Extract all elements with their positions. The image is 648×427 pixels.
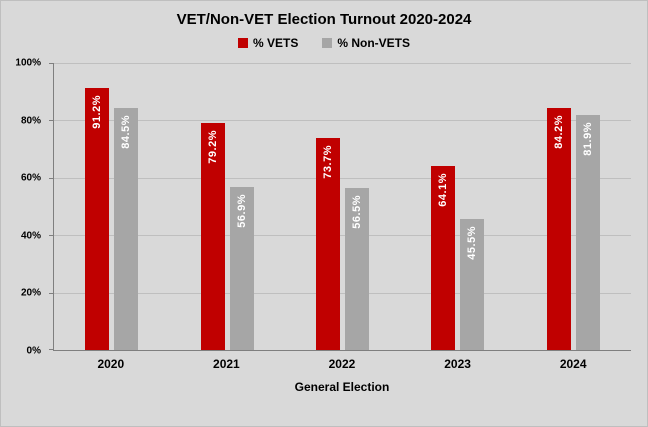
bar-value-label: 56.5% [350,194,363,229]
bar-2024-vets: 84.2% [546,108,571,350]
legend: % VETS % Non-VETS [1,36,647,50]
bar-2020-nonvets: 84.5% [114,107,139,350]
y-axis-labels: 0% 20% 40% 60% 80% 100% [1,58,47,357]
bar-group-2024: 84.2% 81.9% [516,63,631,350]
y-axis-tick-label: 0% [26,345,41,357]
legend-label-vets: % VETS [252,36,299,50]
bar-group-2022: 73.7% 56.5% [285,63,400,350]
legend-label-nonvets: % Non-VETS [337,36,411,50]
gridline [54,292,631,294]
bar-value-label: 45.5% [466,226,479,261]
gridline [54,63,631,64]
bar-2022-nonvets: 56.5% [344,187,369,350]
legend-item-nonvets: % Non-VETS [322,36,410,50]
bar-value-label: 84.5% [120,114,133,149]
x-axis-tick-label: 2021 [213,357,240,371]
plot-area: 91.2% 84.5% 79.2% 56.9% 73.7% 56.5% 64.1% 45.5%… [49,63,631,351]
x-axis-tick-label: 2022 [328,357,356,371]
legend-item-vets: % VETS [237,36,299,50]
bar-2024-nonvets: 81.9% [575,114,600,350]
bar-group-2020: 91.2% 84.5% [54,63,169,350]
chart-title: VET/Non-VET Election Turnout 2020-2024 [176,11,472,28]
x-axis-tick-label: 2023 [444,357,471,371]
bar-2023-nonvets: 45.5% [460,219,485,350]
bar-2020-vets: 91.2% [85,88,110,350]
bar-value-label: 79.2% [206,129,219,164]
bar-value-label: 91.2% [91,95,104,129]
x-axis-tick-label: 2020 [97,357,125,371]
legend-swatch-vets [237,38,248,48]
y-axis-tick [49,292,54,294]
gridline [54,177,631,179]
legend-swatch-nonvets [322,38,333,48]
bar-2022-vets: 73.7% [315,138,340,350]
bar-value-label: 56.9% [235,193,248,228]
bar-value-label: 81.9% [581,121,594,156]
bar-2023-vets: 64.1% [431,166,456,350]
y-axis-tick [49,235,54,237]
y-axis-tick-label: 80% [20,115,41,127]
bar-2021-vets: 79.2% [200,122,225,350]
bar-value-label: 84.2% [552,115,565,150]
y-axis-tick [49,120,54,122]
y-axis-tick [49,63,54,64]
bar-group-2023: 64.1% 45.5% [400,63,515,350]
bar-value-label: 73.7% [321,145,334,180]
gridline [54,235,631,237]
x-axis-tick-label: 2024 [559,357,587,371]
bar-2021-nonvets: 56.9% [229,186,254,350]
y-axis-tick-label: 60% [20,172,41,184]
y-axis-tick-label: 40% [20,230,41,242]
bar-value-label: 64.1% [437,173,450,207]
gridline [54,120,631,122]
bar-group-2021: 79.2% 56.9% [169,63,284,350]
y-axis-tick [49,349,54,350]
y-axis-tick-label: 20% [20,287,41,299]
x-axis-title: General Election [294,380,390,394]
y-axis-tick-label: 100% [15,57,41,69]
x-axis-labels: 2020 2021 2022 2023 2024 [53,357,631,371]
y-axis-tick [49,177,54,179]
